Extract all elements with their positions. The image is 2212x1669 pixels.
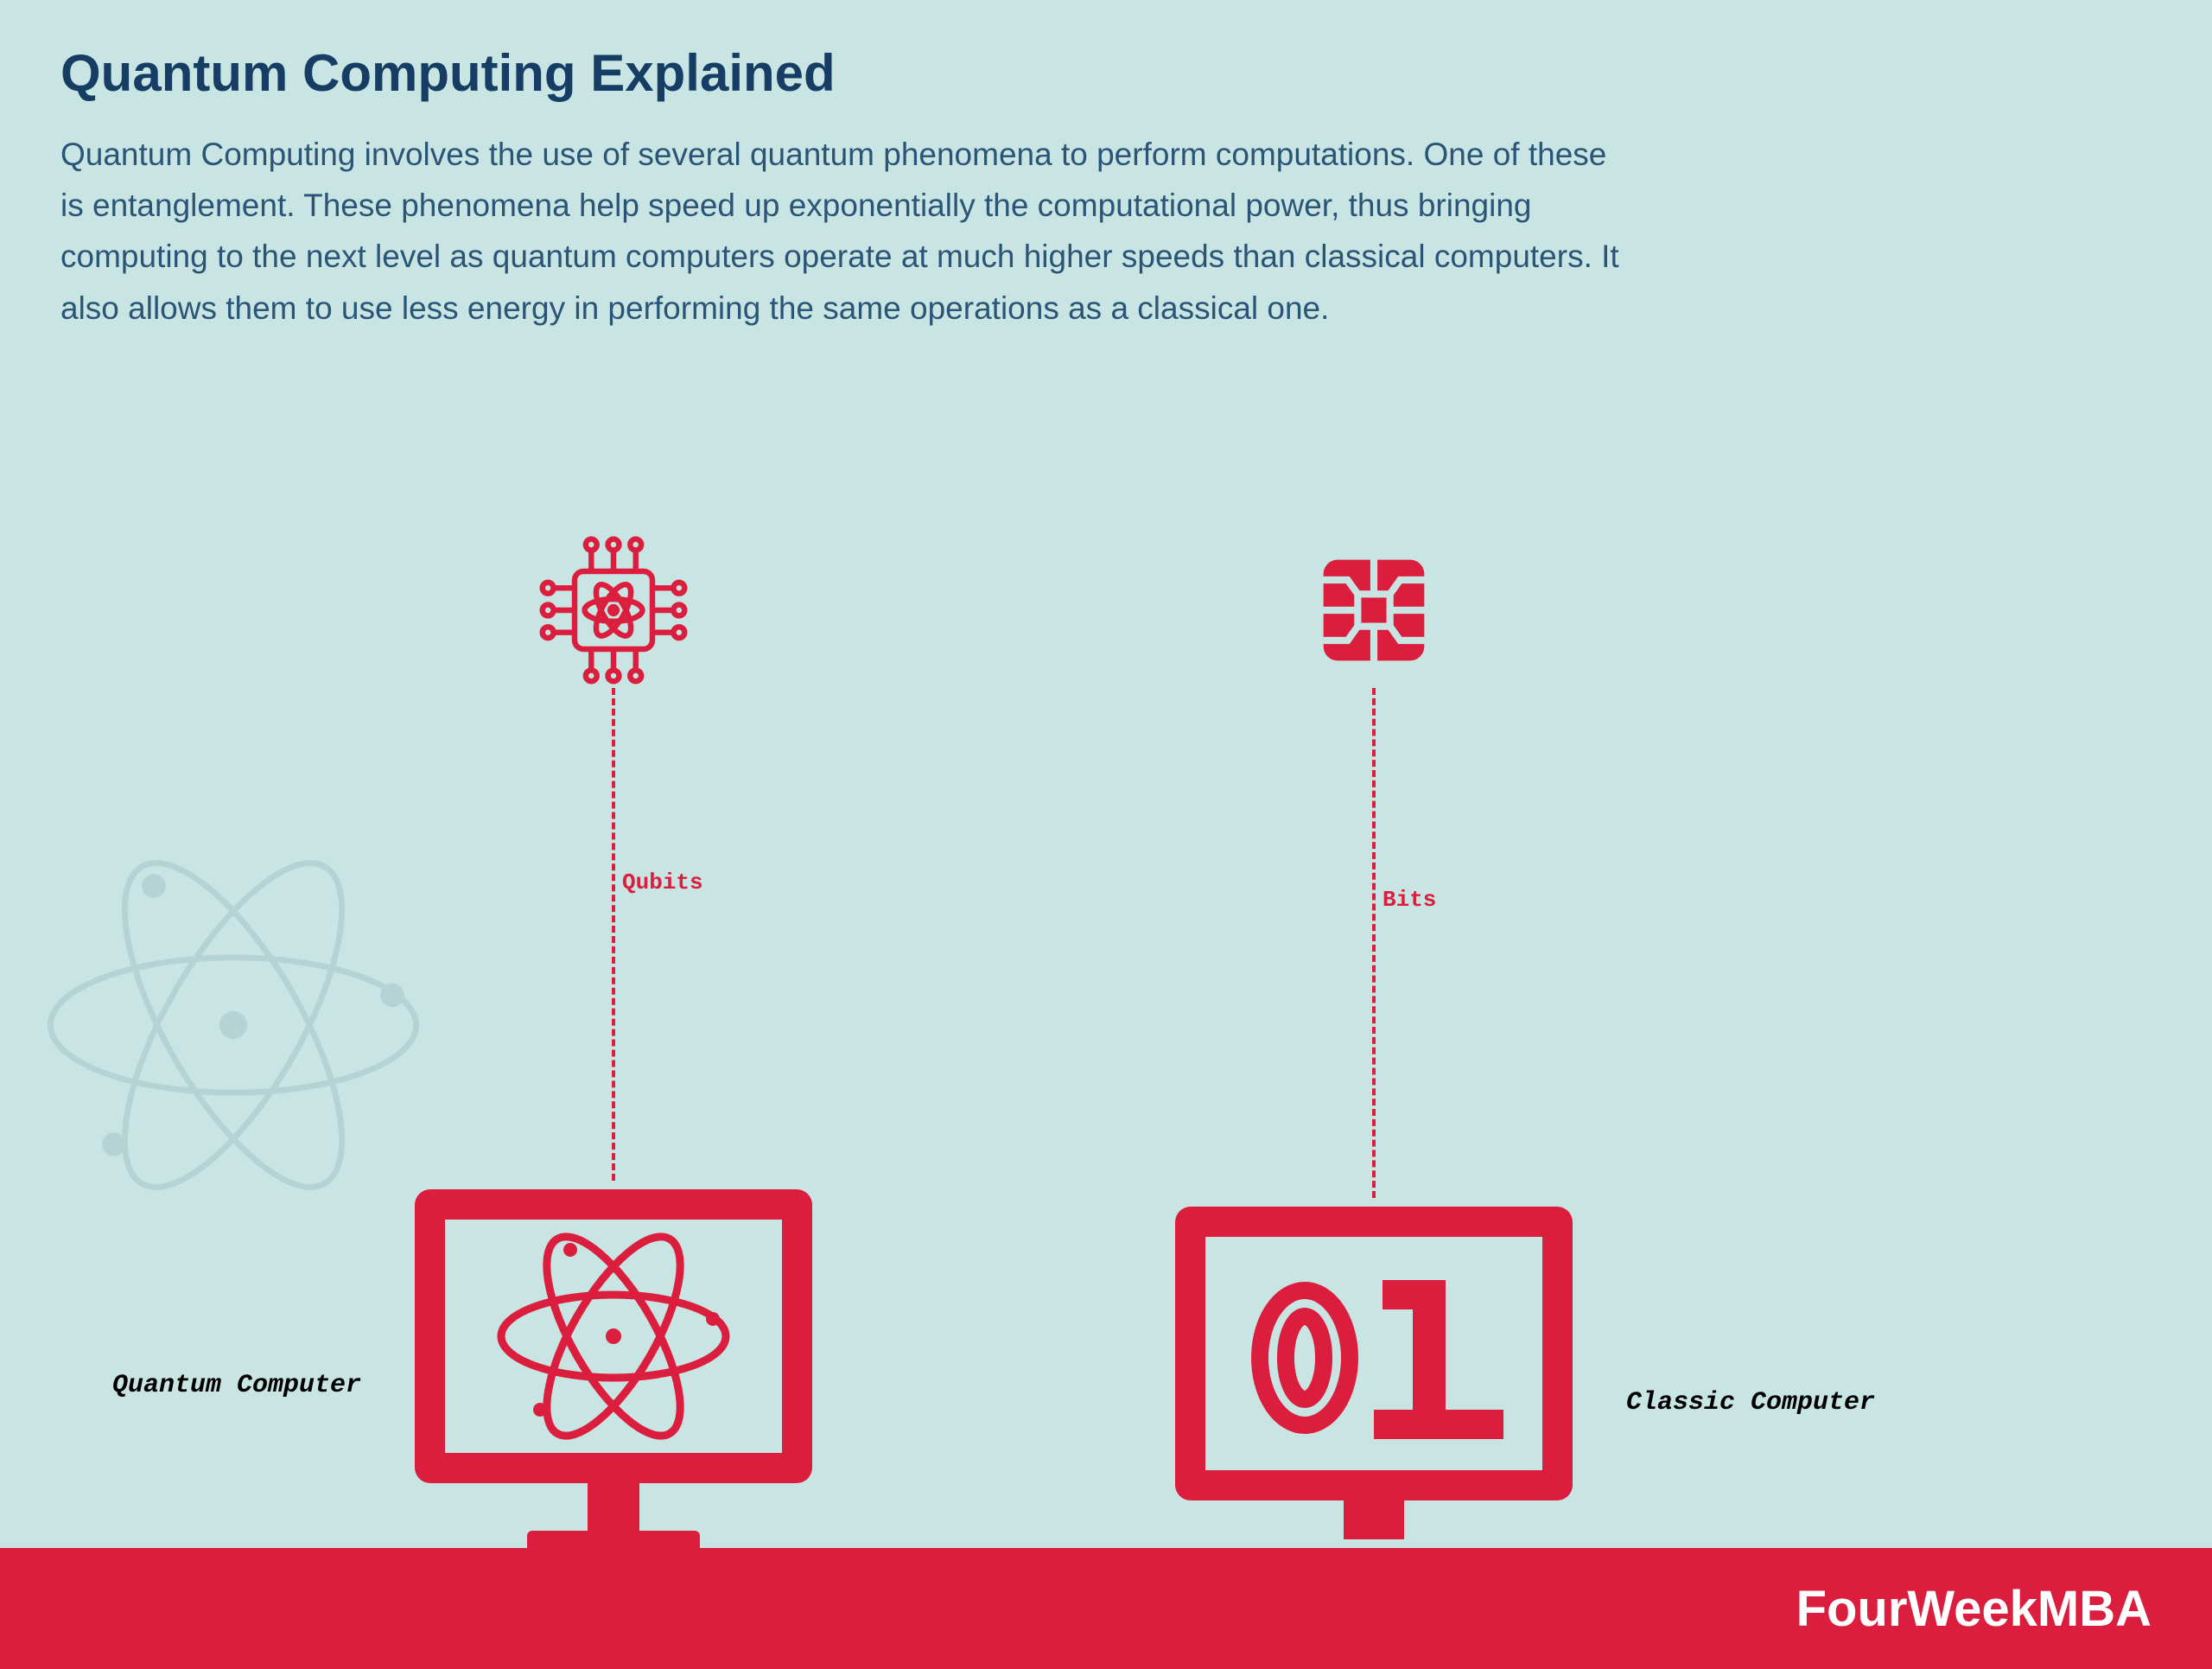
quantum-column: Qubits Quant bbox=[337, 532, 890, 1587]
classic-connector: Bits bbox=[1372, 688, 1376, 1198]
quantum-connector: Qubits bbox=[612, 688, 615, 1181]
footer-brand: FourWeekMBA bbox=[1796, 1580, 2152, 1638]
page-title: Quantum Computing Explained bbox=[60, 43, 2152, 103]
classic-computer-label: Classic Computer bbox=[1626, 1388, 1875, 1417]
classic-monitor-icon: Classic Computer bbox=[1158, 1198, 1590, 1604]
classic-chip-icon bbox=[1296, 532, 1452, 688]
quantum-monitor-icon: Quantum Computer bbox=[397, 1181, 830, 1587]
quantum-computer-label: Quantum Computer bbox=[112, 1371, 361, 1400]
footer-bar: FourWeekMBA bbox=[0, 1548, 2212, 1669]
bits-label: Bits bbox=[1382, 887, 1436, 913]
classic-column: Bits Classic Computer bbox=[1097, 532, 1650, 1604]
diagram-area: Qubits Quant bbox=[0, 334, 2212, 1544]
quantum-chip-icon bbox=[536, 532, 691, 688]
qubits-label: Qubits bbox=[622, 870, 703, 895]
page-description: Quantum Computing involves the use of se… bbox=[60, 129, 1633, 334]
header: Quantum Computing Explained Quantum Comp… bbox=[0, 0, 2212, 334]
